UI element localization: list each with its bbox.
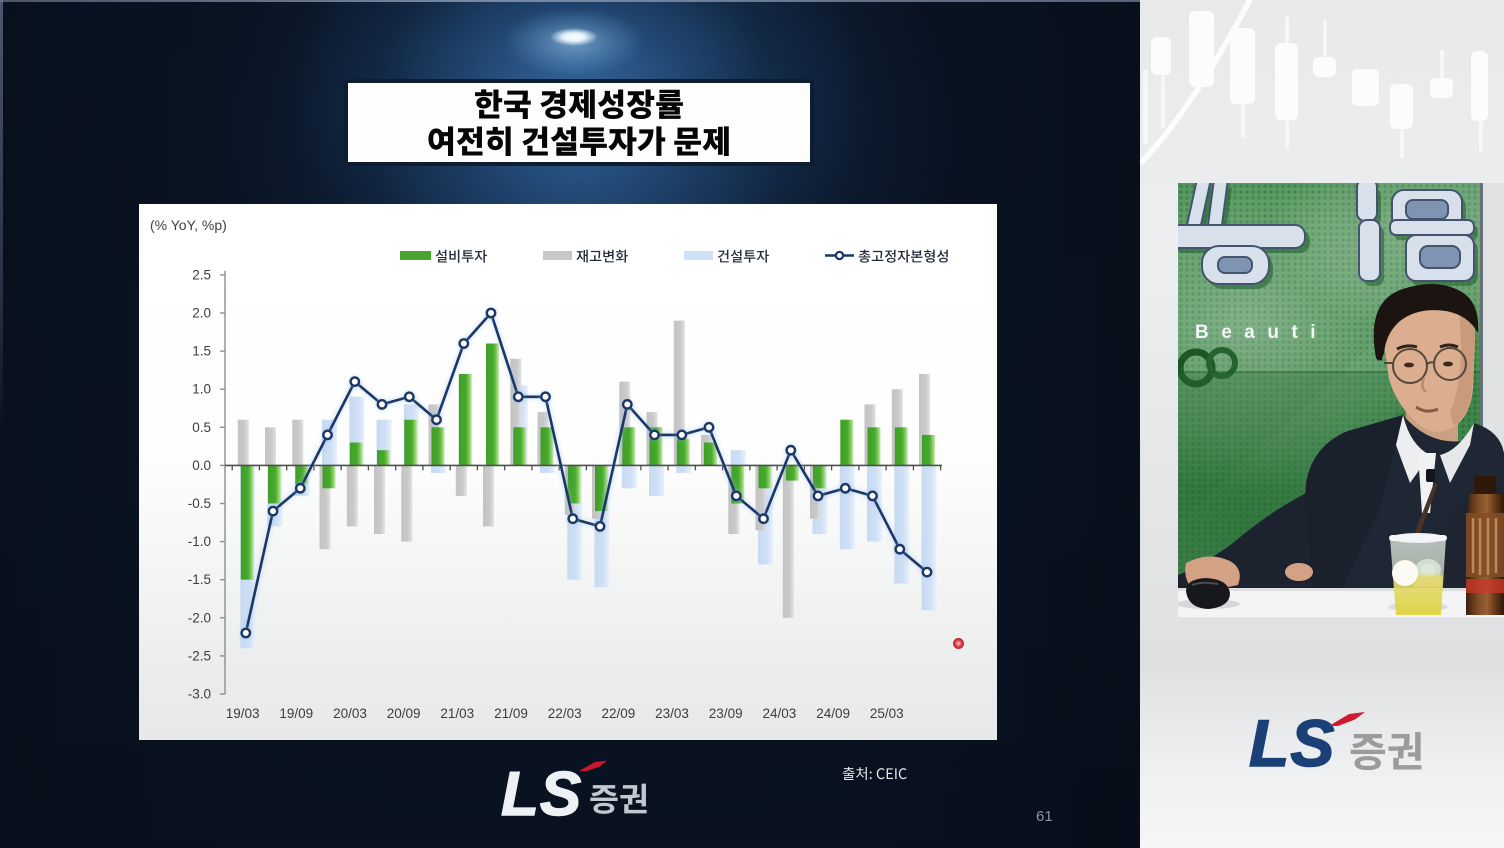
svg-text:Beauti: Beauti — [1195, 322, 1328, 343]
svg-text:-1.0: -1.0 — [188, 534, 211, 549]
svg-text:22/03: 22/03 — [548, 706, 582, 721]
svg-text:23/03: 23/03 — [655, 706, 689, 721]
svg-text:1.0: 1.0 — [192, 382, 211, 397]
svg-text:-2.0: -2.0 — [188, 610, 211, 625]
svg-text:19/03: 19/03 — [226, 706, 260, 721]
svg-text:(% YoY, %p): (% YoY, %p) — [150, 217, 227, 233]
svg-text:LS: LS — [1249, 706, 1335, 780]
svg-text:23/09: 23/09 — [709, 706, 743, 721]
svg-text:20/03: 20/03 — [333, 706, 367, 721]
svg-text:-0.5: -0.5 — [188, 496, 211, 511]
svg-text:24/03: 24/03 — [763, 706, 797, 721]
svg-text:0.5: 0.5 — [192, 420, 211, 435]
svg-text:24/09: 24/09 — [816, 706, 850, 721]
svg-text:21/03: 21/03 — [440, 706, 474, 721]
svg-text:1.5: 1.5 — [192, 344, 211, 359]
svg-text:21/09: 21/09 — [494, 706, 528, 721]
svg-text:LS: LS — [501, 760, 582, 825]
svg-text:25/03: 25/03 — [870, 706, 904, 721]
svg-text:-1.5: -1.5 — [188, 572, 211, 587]
svg-text:22/09: 22/09 — [602, 706, 636, 721]
svg-text:2.5: 2.5 — [192, 267, 211, 282]
svg-text:0.0: 0.0 — [192, 458, 211, 473]
svg-text:-2.5: -2.5 — [188, 648, 211, 663]
svg-text:20/09: 20/09 — [387, 706, 421, 721]
svg-text:-3.0: -3.0 — [188, 687, 211, 702]
svg-text:2.0: 2.0 — [192, 306, 211, 321]
svg-text:19/09: 19/09 — [279, 706, 313, 721]
